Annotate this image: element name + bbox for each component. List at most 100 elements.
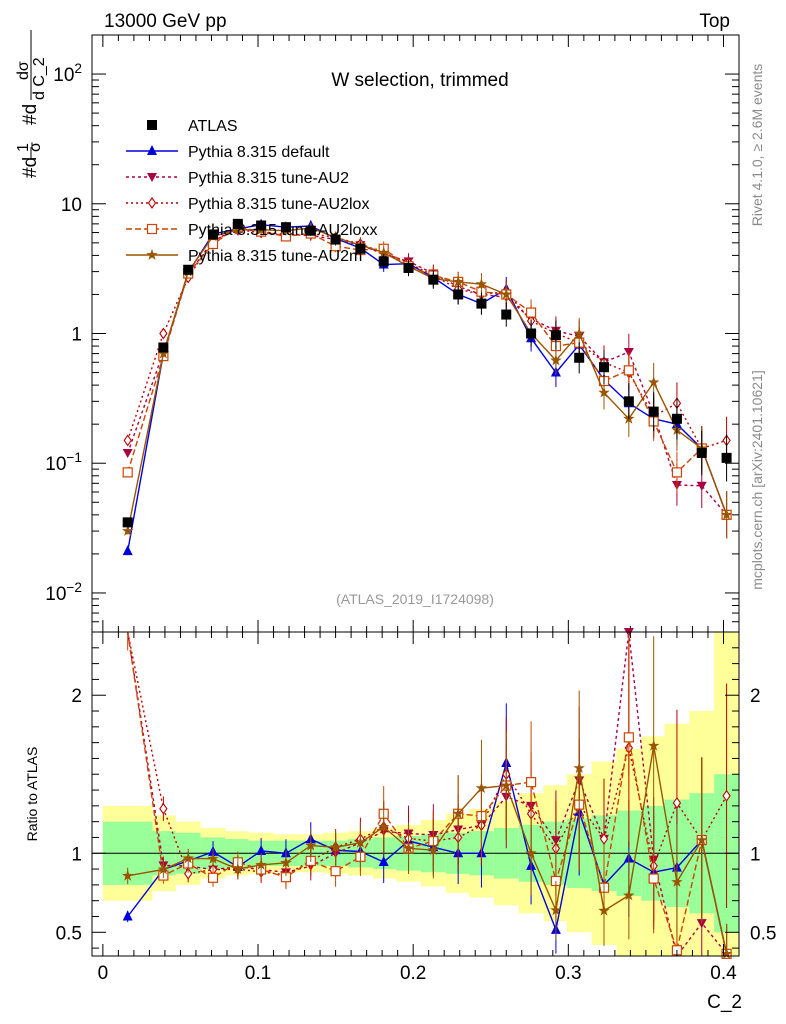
data-point (122, 525, 134, 536)
y-tick-label-right: 0.5 (750, 923, 776, 944)
series-pythia-8-315-tune-au2m-ratio (122, 636, 733, 959)
data-point (378, 256, 389, 267)
x-tick-label: 0.4 (710, 963, 737, 984)
data-point (720, 508, 733, 520)
y-axis-label-main: #d 1 σ #d dσ d C_2 (15, 30, 48, 178)
data-point (574, 352, 585, 363)
ratio-point (232, 863, 244, 874)
legend-item: Pythia 8.315 default (126, 144, 330, 161)
data-point (428, 274, 439, 285)
data-point (598, 386, 610, 398)
series-pythia-8-315-tune-au2 (122, 224, 732, 539)
ratio-point (696, 919, 707, 929)
svg-text:dσ: dσ (15, 61, 32, 80)
y-tick-label: 102 (53, 61, 82, 86)
data-point (280, 222, 291, 233)
ratio-panel: 0 0.1 0.2 0.3 0.4 0.5 0.5 1 1 2 2 (56, 628, 776, 984)
data-point (122, 448, 133, 458)
ratio-point (122, 910, 133, 921)
data-point (550, 354, 562, 366)
legend-marker (147, 173, 157, 182)
y-tick-label: 1 (71, 325, 82, 346)
main-panel: 10−2 10−1 1 10 102 (45, 34, 740, 633)
ratio-point (159, 802, 168, 815)
legend-label: ATLAS (188, 118, 238, 135)
data-point (623, 396, 634, 407)
legend-item: Pythia 8.315 tune-AU2loxx (126, 222, 377, 239)
legend-item: Pythia 8.315 tune-AU2lox (126, 196, 369, 213)
svg-text:#d: #d (20, 104, 41, 125)
ratio-point (500, 779, 512, 791)
y-tick-label-right: 1 (750, 844, 761, 865)
data-point (721, 452, 732, 463)
data-point (122, 517, 133, 528)
data-point (599, 362, 610, 373)
y-axis-label-ratio: Ratio to ATLAS (24, 747, 40, 842)
ratio-point (623, 889, 635, 901)
data-point (232, 223, 244, 235)
x-tick-label: 0.1 (245, 963, 271, 984)
data-point (550, 330, 561, 341)
legend-item: ATLAS (147, 118, 238, 135)
ratio-point (722, 789, 731, 802)
ratio-point (525, 777, 537, 788)
data-point (671, 467, 683, 478)
x-tick-label: 0.2 (400, 963, 426, 984)
y-tick-label: 1 (71, 844, 82, 865)
svg-text:d C_2: d C_2 (31, 57, 48, 100)
y-tick-label: 10 (61, 195, 82, 216)
legend-marker (147, 197, 157, 209)
ratio-point (598, 904, 610, 916)
legend-label: Pythia 8.315 tune-AU2loxx (188, 222, 377, 239)
ratio-point (354, 836, 367, 848)
ratio-point (648, 739, 660, 751)
data-point (256, 220, 267, 231)
data-point (500, 288, 512, 300)
data-point (157, 347, 170, 359)
data-point (671, 413, 682, 424)
ratio-point (157, 863, 170, 875)
y-tick-label-right: 2 (750, 686, 761, 707)
series-atlas (122, 218, 732, 528)
data-point (355, 243, 366, 254)
source-info: mcplots.cern.ch [arXiv:2401.10621] (749, 370, 765, 589)
x-axis-label: C_2 (707, 992, 742, 1013)
legend-label: Pythia 8.315 tune-AU2lox (188, 196, 369, 213)
ratio-point (671, 876, 683, 887)
data-point (696, 447, 707, 458)
data-point (378, 246, 390, 258)
svg-text:1: 1 (15, 143, 32, 152)
ratio-point (427, 844, 439, 856)
legend-label: Pythia 8.315 tune-AU2 (188, 170, 349, 187)
ratio-point (720, 947, 733, 959)
ratio-point (330, 866, 341, 877)
data-point (453, 289, 464, 300)
data-point (452, 275, 464, 287)
ratio-point (599, 832, 609, 845)
data-point (696, 481, 707, 491)
ratio-point (402, 842, 415, 854)
data-point (501, 309, 512, 320)
data-point (159, 327, 168, 340)
ratio-point (378, 856, 389, 867)
x-tick-label: 0.3 (555, 963, 581, 984)
ratio-point (207, 872, 219, 883)
analysis-watermark: (ATLAS_2019_I1724098) (336, 591, 494, 607)
legend-label: Pythia 8.315 default (188, 144, 330, 161)
ratio-point (475, 782, 488, 793)
legend-marker (147, 145, 157, 155)
legend-marker (146, 249, 158, 260)
legend-marker (147, 120, 157, 130)
ratio-point (184, 867, 193, 880)
ratio-point (573, 762, 585, 773)
ratio-point (452, 807, 464, 819)
ratio-point (329, 841, 342, 853)
legend-marker (146, 223, 158, 235)
ratio-point (256, 844, 267, 855)
ratio-point (122, 869, 134, 881)
legend-item: Pythia 8.315 tune-AU2m (126, 248, 362, 265)
data-point (122, 545, 133, 556)
ratio-point (182, 852, 194, 864)
ratio-point (525, 847, 537, 859)
data-point (648, 376, 660, 388)
